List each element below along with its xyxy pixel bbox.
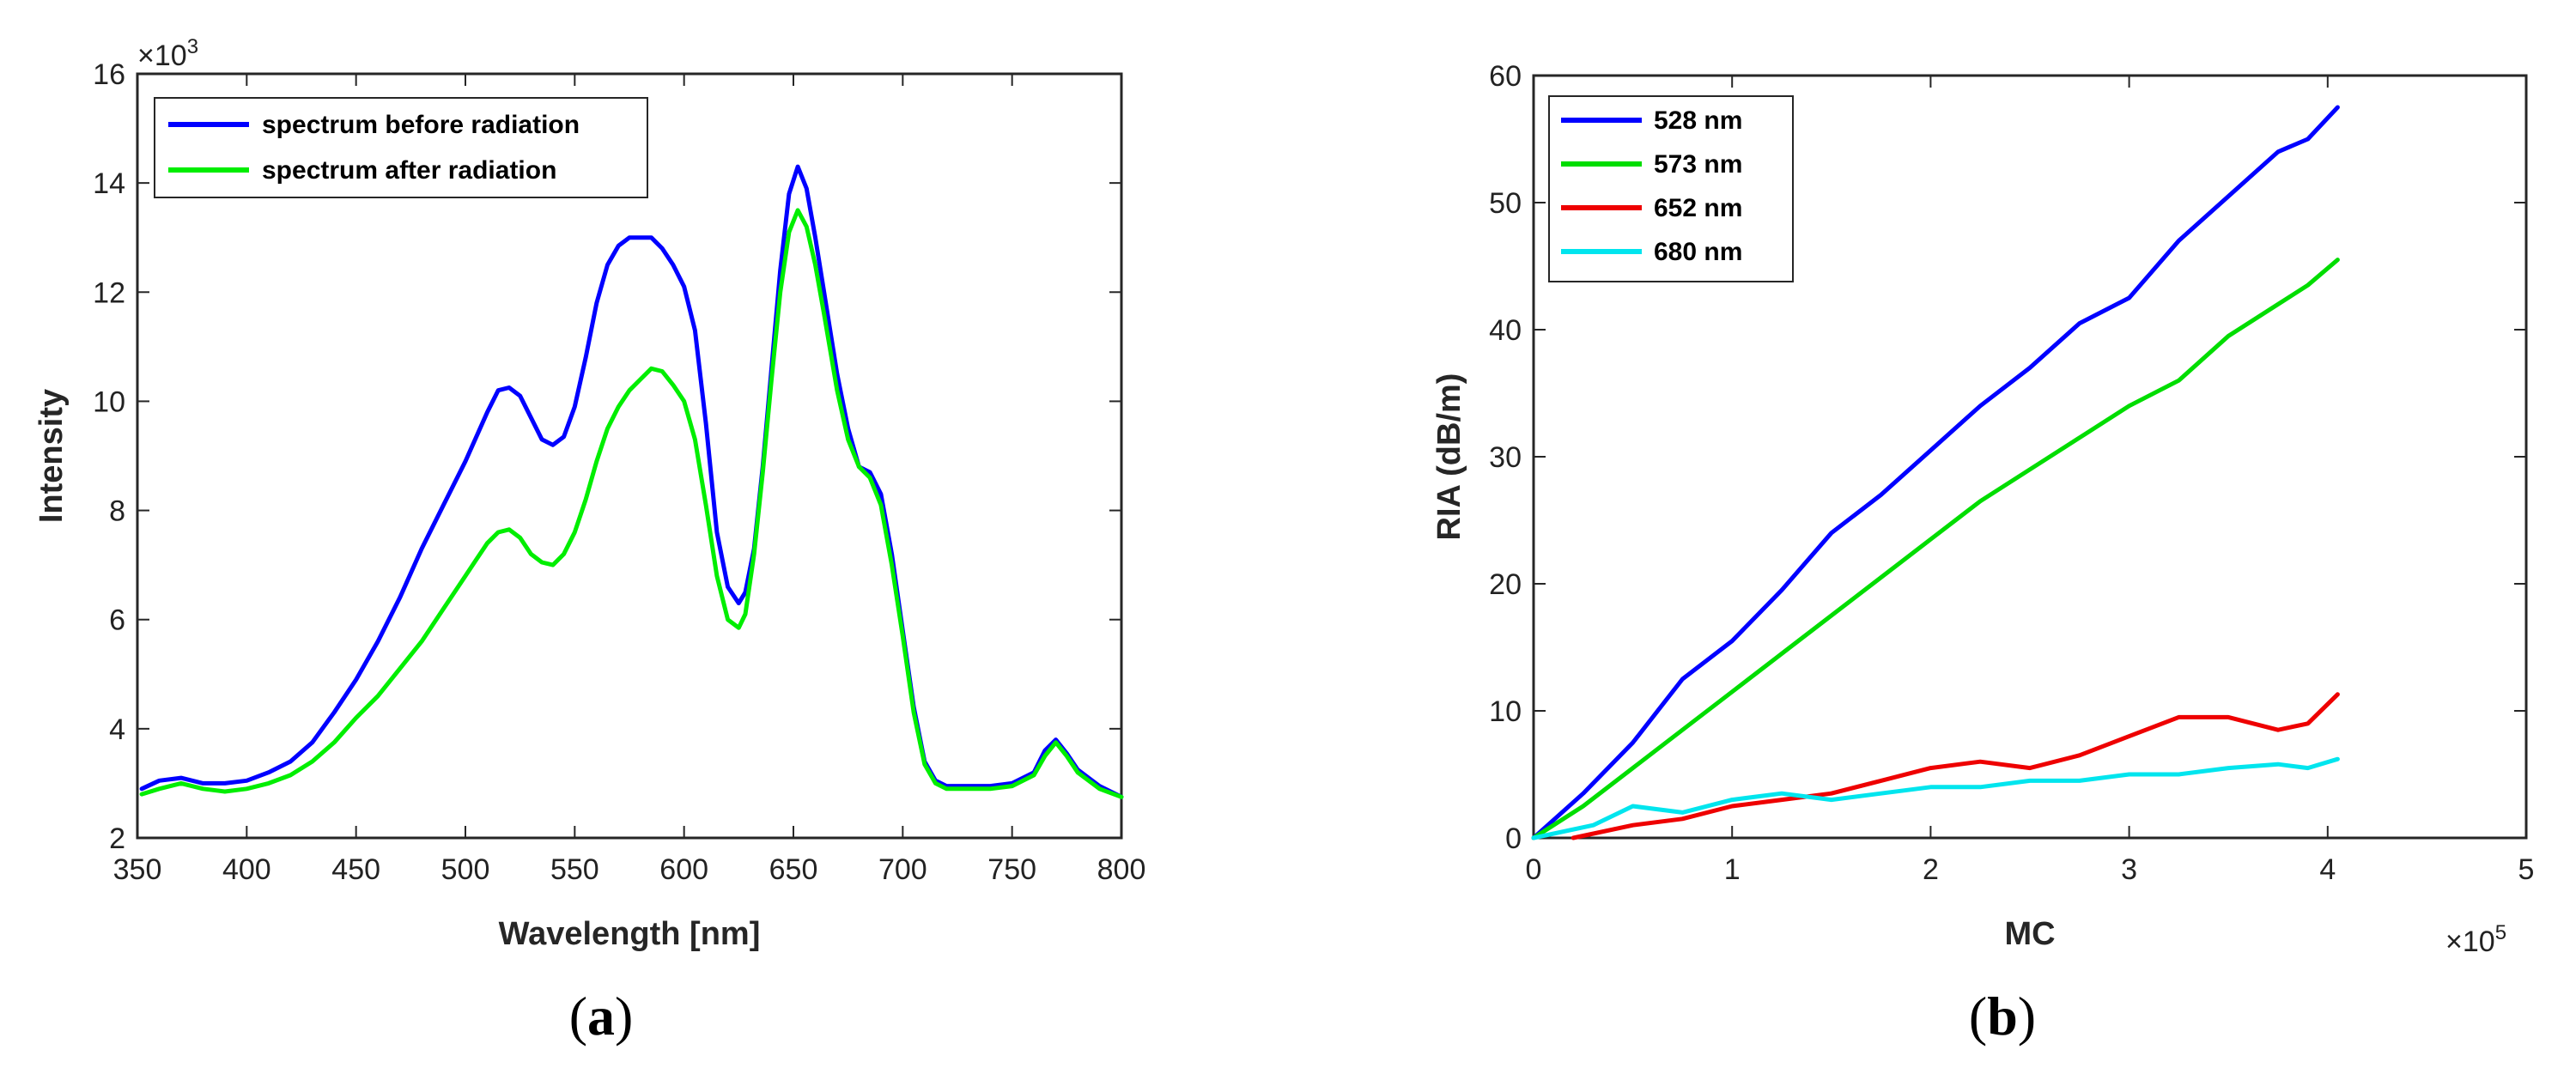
chart-b-y-tick-label: 0 [1505,822,1522,855]
chart-a-x-tick-label: 400 [222,853,271,886]
chart-b-y-tick-label: 30 [1489,441,1522,474]
chart-b-caption: (b) [1969,986,2036,1047]
chart-a-legend-box [154,97,648,198]
chart-b-x-axis-label: MC [2004,916,2055,952]
chart-b-series-line-1 [1531,258,2340,840]
chart-b-x-tick-label: 1 [1724,853,1741,886]
chart-a-y-tick-label: 8 [109,495,125,528]
chart-a-x-tick-label: 500 [441,853,490,886]
chart-b-y-tick-label: 40 [1489,314,1522,347]
chart-a-x-tick-label: 700 [878,853,927,886]
chart-b-x-tick-label: 0 [1526,853,1542,886]
chart-a-x-tick-label: 350 [113,853,162,886]
chart-b-legend-label-3: 680 nm [1654,238,1742,266]
chart-b-y-axis-label: RIA (dB/m) [1431,373,1467,541]
chart-a-x-tick-label: 600 [659,853,708,886]
chart-b-y-tick-label: 50 [1489,187,1522,220]
chart-b-x-tick-label: 2 [1923,853,1939,886]
chart-b-legend-label-1: 573 nm [1654,150,1742,179]
chart-a-x-tick-label: 450 [331,853,380,886]
chart-b-series-line-2 [1571,692,2340,840]
chart-a-y-tick-label: 12 [93,276,125,309]
chart-a-y-multiplier: ×103 [137,35,198,72]
chart-a-x-tick-label: 550 [550,853,599,886]
chart-b-legend-label-2: 652 nm [1654,194,1742,222]
chart-b-y-tick-label: 60 [1489,60,1522,93]
chart-a-plot-area [136,72,1123,840]
chart-b-x-tick-label: 5 [2518,853,2535,886]
chart-a-spectrum: 2 4 6 8 10 12 14 16 350 400 450 500 550 600 650 700 750… [33,35,1145,1047]
chart-a-caption: (a) [569,986,634,1047]
chart-a-series-line-1 [139,208,1124,799]
chart-a-legend-label-1: spectrum after radiation [262,156,556,185]
chart-b-y-tick-label: 10 [1489,695,1522,728]
chart-b-x-tick-label: 4 [2319,853,2336,886]
chart-b-series-group [1531,105,2340,840]
chart-a-y-tick-label: 16 [93,58,125,91]
chart-a-y-tick-label: 6 [109,604,125,637]
chart-a-x-tick-label: 750 [987,853,1036,886]
chart-a-series-group [139,164,1124,799]
chart-a-y-tick-label: 4 [109,713,125,746]
chart-a-y-tick-label: 10 [93,385,125,418]
chart-a-x-tick-label: 800 [1097,853,1146,886]
chart-a-x-axis-label: Wavelength [nm] [499,916,761,952]
chart-b-x-multiplier: ×105 [2445,921,2506,958]
chart-b-y-tick-label: 20 [1489,568,1522,601]
chart-a-legend: spectrum before radiation spectrum after… [154,97,648,198]
chart-a-y-tick-label: 2 [109,822,125,855]
chart-b-series-line-3 [1531,756,2340,840]
chart-b-legend: 528 nm 573 nm 652 nm 680 nm [1548,95,1794,282]
chart-a-y-tick-label: 14 [93,167,125,200]
chart-b-series-line-0 [1531,105,2340,840]
chart-b-legend-label-0: 528 nm [1654,106,1742,135]
chart-a-legend-label-0: spectrum before radiation [262,111,580,139]
chart-b-x-tick-label: 3 [2121,853,2137,886]
chart-a-y-axis-label: Intensity [33,389,70,523]
chart-a-x-tick-label: 650 [769,853,818,886]
